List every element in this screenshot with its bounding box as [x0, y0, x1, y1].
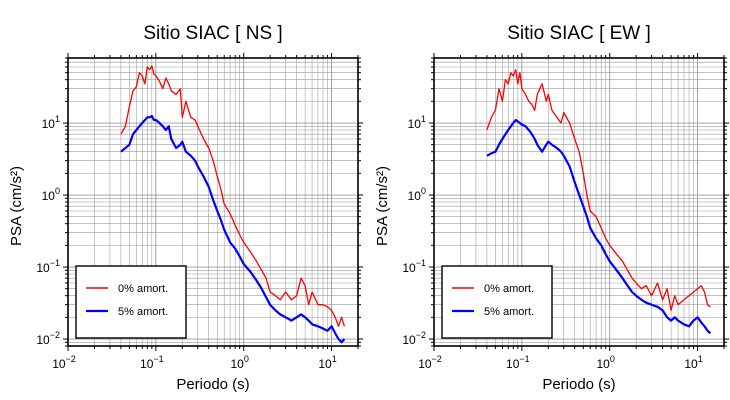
chart-title: Sitio SIAC [ NS ] — [143, 23, 282, 44]
y-tick-label: 10−2 — [402, 330, 426, 347]
x-axis-label: Periodo (s) — [542, 376, 615, 393]
y-axis-label: PSA (cm/s²) — [8, 166, 25, 246]
legend: 0% amort. 5% amort. — [75, 265, 187, 339]
legend-box — [75, 265, 187, 339]
x-tick-label: 10−2 — [418, 354, 442, 371]
legend-label: 5% amort. — [118, 306, 168, 318]
legend-box — [441, 265, 553, 339]
chart-panel-1: 10−2 10−1 100 101 10−2 10−1 100 101 Sitio SIAC [… — [8, 23, 363, 393]
x-tick-label: 100 — [597, 354, 615, 371]
chart-panel-2: 10−2 10−1 100 101 10−2 10−1 100 101 Sitio SIAC [… — [374, 23, 729, 393]
y-tick-label: 100 — [42, 186, 60, 203]
x-tick-label: 100 — [231, 354, 249, 371]
y-tick-label: 10−1 — [36, 258, 60, 275]
x-tick-label: 10−2 — [52, 354, 76, 371]
series-line-red — [120, 65, 346, 327]
y-axis-label: PSA (cm/s²) — [374, 166, 391, 246]
legend-label: 0% amort. — [484, 283, 534, 295]
x-axis-label: Periodo (s) — [176, 376, 249, 393]
y-tick-label: 101 — [408, 114, 426, 131]
legend-label: 0% amort. — [118, 283, 168, 295]
x-tick-label: 10−1 — [506, 354, 530, 371]
legend-label: 5% amort. — [484, 306, 534, 318]
legend: 0% amort. 5% amort. — [441, 265, 553, 339]
x-tick-label: 10−1 — [140, 354, 164, 371]
chart-title: Sitio SIAC [ EW ] — [507, 23, 651, 44]
series-line-blue — [120, 114, 346, 344]
y-tick-label: 10−1 — [402, 258, 426, 275]
x-tick-label: 101 — [318, 354, 336, 371]
x-tick-label: 101 — [684, 354, 702, 371]
series-line-blue — [486, 118, 712, 335]
y-tick-label: 10−2 — [36, 330, 60, 347]
series-line-red — [486, 69, 711, 312]
y-tick-label: 100 — [408, 186, 426, 203]
y-tick-label: 101 — [42, 114, 60, 131]
